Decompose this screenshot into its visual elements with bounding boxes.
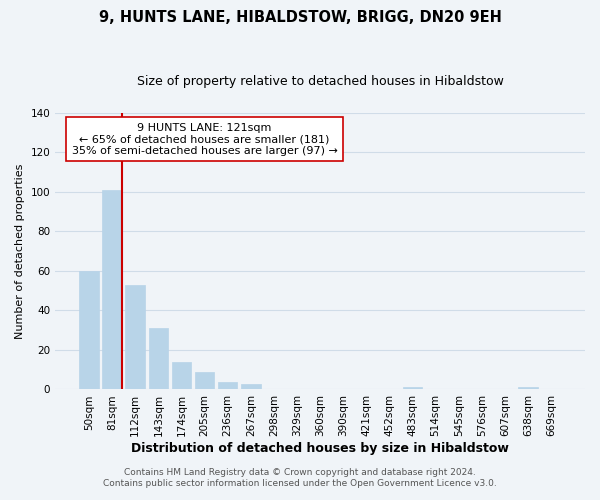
X-axis label: Distribution of detached houses by size in Hibaldstow: Distribution of detached houses by size … (131, 442, 509, 455)
Bar (103, 190, 122, 390)
Text: 9 HUNTS LANE: 121sqm
← 65% of detached houses are smaller (181)
35% of semi-deta: 9 HUNTS LANE: 121sqm ← 65% of detached h… (71, 122, 338, 156)
Bar (195, 372, 214, 390)
Bar (172, 362, 191, 390)
Bar (403, 388, 422, 390)
Text: 9, HUNTS LANE, HIBALDSTOW, BRIGG, DN20 9EH: 9, HUNTS LANE, HIBALDSTOW, BRIGG, DN20 9… (98, 10, 502, 25)
Bar (149, 328, 168, 390)
Text: Contains HM Land Registry data © Crown copyright and database right 2024.
Contai: Contains HM Land Registry data © Crown c… (103, 468, 497, 487)
Bar (241, 384, 260, 390)
Y-axis label: Number of detached properties: Number of detached properties (15, 164, 25, 339)
Bar (518, 388, 538, 390)
Bar (79, 271, 99, 390)
Bar (218, 382, 238, 390)
Bar (125, 284, 145, 390)
Title: Size of property relative to detached houses in Hibaldstow: Size of property relative to detached ho… (137, 75, 503, 88)
